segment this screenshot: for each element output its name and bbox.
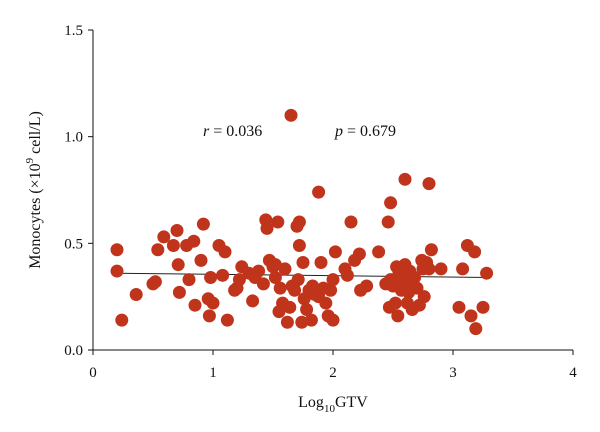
data-point [319,296,333,310]
data-point [291,273,305,287]
y-tick-label: 0.0 [64,343,83,359]
y-axis: 0.0 0.5 1.0 1.5 [64,23,94,359]
data-point [480,266,494,280]
data-point [344,215,358,229]
y-tick-label: 1.5 [64,23,83,39]
data-point [170,224,184,238]
data-point [388,296,402,310]
x-axis: 0 1 2 3 4 [89,349,577,381]
data-point [256,277,270,291]
data-point [372,245,386,259]
data-point [278,262,292,276]
data-point [434,262,448,276]
data-point [417,290,431,304]
data-point [157,230,171,244]
y-tick-label: 1.0 [64,130,83,146]
data-point [452,300,466,314]
data-point [410,281,424,295]
data-point [182,273,196,287]
data-point [232,273,246,287]
data-point [110,243,124,257]
data-point [204,270,218,284]
data-point [273,281,287,295]
data-point [456,262,470,276]
data-point [252,264,266,278]
data-point [171,258,185,272]
data-point [110,264,124,278]
y-tick-label: 0.5 [64,236,83,252]
data-point [166,238,180,252]
data-point [148,275,162,289]
data-point [115,313,129,327]
data-point [220,313,234,327]
data-point [352,247,366,261]
data-point [271,215,285,229]
data-point [172,285,186,299]
data-point [288,283,302,297]
r-annotation: r = 0.036 [203,123,262,140]
data-point [314,256,328,270]
data-point [324,283,338,297]
data-point [206,296,220,310]
data-point [194,253,208,267]
data-point [268,270,282,284]
p-annotation: p = 0.679 [334,123,396,140]
data-point [340,268,354,282]
data-point [304,313,318,327]
data-point [283,300,297,314]
data-point [328,245,342,259]
data-point [326,313,340,327]
data-point [468,245,482,259]
data-point [408,270,422,284]
x-tick-label: 1 [209,365,217,381]
data-point [296,256,310,270]
data-point [312,185,326,199]
x-tick-label: 4 [569,365,577,381]
data-point [216,268,230,282]
data-point [188,298,202,312]
x-ticks: 0 1 2 3 4 [89,350,577,381]
data-point [196,217,210,231]
data-point [292,215,306,229]
data-point [292,238,306,252]
data-point [360,279,374,293]
data-points [110,108,494,336]
data-point [326,273,340,287]
data-point [202,309,216,323]
data-point [151,243,165,257]
data-point [187,234,201,248]
data-point [398,172,412,186]
y-axis-title: Monocytes (×109 cell/L) [24,111,44,269]
data-point [260,221,274,235]
data-point [476,300,490,314]
data-point [381,215,395,229]
x-tick-label: 0 [89,365,97,381]
x-tick-label: 2 [329,365,337,381]
data-point [422,262,436,276]
data-point [464,309,478,323]
x-tick-label: 3 [449,365,457,381]
y-ticks: 0.0 0.5 1.0 1.5 [64,23,93,359]
data-point [424,243,438,257]
data-point [284,108,298,122]
data-point [129,288,143,302]
x-axis-title: Log10GTV [298,394,368,415]
data-point [391,309,405,323]
data-point [384,196,398,210]
data-point [218,245,232,259]
data-point [469,322,483,336]
data-point [280,315,294,329]
data-point [422,177,436,191]
data-point [246,294,260,308]
data-point [300,302,314,316]
